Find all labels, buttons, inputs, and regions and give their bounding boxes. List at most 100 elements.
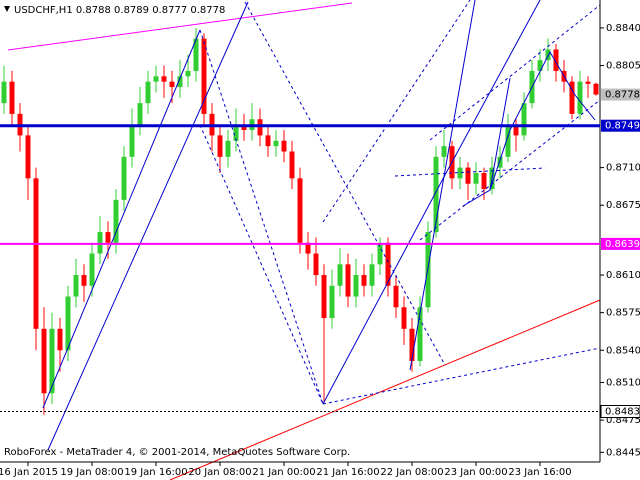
candle-body — [225, 140, 231, 157]
price-label-box — [601, 119, 640, 132]
trend-line — [47, 1, 249, 451]
wave-path — [462, 50, 596, 207]
price-label: 0.8749 — [605, 121, 640, 132]
y-tick-label: 0.8610 — [606, 270, 640, 281]
candle-body — [265, 135, 271, 147]
price-label-box — [600, 405, 640, 419]
price-label: 0.8778 — [605, 90, 640, 101]
candle-body — [345, 264, 351, 297]
price-label: 0.8639 — [605, 239, 640, 250]
wave-line — [394, 167, 546, 177]
candle-body — [553, 49, 559, 71]
candle-body — [193, 38, 199, 71]
candle-body — [537, 60, 543, 71]
wave-line — [322, 0, 471, 223]
candle-body — [145, 81, 151, 104]
trend-line — [169, 299, 601, 480]
candle-body — [241, 124, 247, 131]
wave-line — [199, 124, 324, 405]
x-tick-label: 21 Jan 00:00 — [252, 467, 315, 478]
trend-line — [489, 77, 511, 191]
candle-body — [33, 178, 39, 329]
candle-body — [201, 38, 207, 114]
y-tick-label: 0.8445 — [606, 447, 640, 458]
y-tick-label: 0.8840 — [606, 23, 640, 34]
candle-body — [353, 275, 359, 297]
chart-title: USDCHF,H1 0.8788 0.8789 0.8777 0.8778 — [14, 5, 225, 16]
candle-body — [49, 328, 55, 394]
candle-body — [361, 275, 367, 286]
candle-body — [497, 156, 503, 168]
candle-body — [169, 81, 175, 88]
candle-body — [97, 232, 103, 254]
analysis-drawings — [7, 0, 601, 480]
candle-body — [161, 76, 167, 82]
candle-body — [393, 285, 399, 308]
price-label-box — [601, 88, 640, 101]
candle-body — [1, 81, 7, 104]
candle-body — [377, 242, 383, 265]
y-tick-label: 0.8475 — [606, 415, 640, 426]
candle-body — [41, 328, 47, 394]
candle-body — [25, 135, 31, 179]
candle-body — [289, 151, 295, 179]
candle-body — [441, 146, 447, 157]
y-tick-label: 0.8575 — [606, 308, 640, 319]
candle-body — [545, 49, 551, 61]
candle-body — [73, 275, 79, 297]
price-label-box — [601, 237, 640, 250]
candle-body — [577, 81, 583, 114]
candle-body — [257, 119, 263, 136]
trend-line — [42, 29, 201, 409]
candle-body — [593, 83, 599, 95]
candle-body — [129, 124, 135, 157]
trend-line — [7, 2, 353, 51]
candle-body — [505, 124, 511, 157]
symbol-icon — [4, 6, 10, 12]
candle-body — [89, 253, 95, 286]
footer-text: RoboForex - MetaTrader 4, © 2001-2014, M… — [4, 447, 350, 458]
candle-body — [457, 167, 463, 179]
wave-line — [322, 347, 601, 405]
candle-body — [473, 172, 479, 184]
candle-body — [513, 124, 519, 136]
candle-body — [569, 81, 575, 114]
y-tick-label: 0.8675 — [606, 200, 640, 211]
y-tick-label: 0.8805 — [606, 61, 640, 72]
candle-body — [481, 172, 487, 190]
candle-body — [465, 167, 471, 184]
candle-body — [137, 103, 143, 125]
candle-body — [153, 76, 159, 82]
candle-body — [409, 328, 415, 362]
y-tick-label: 0.8710 — [606, 163, 640, 174]
candle-body — [337, 264, 343, 286]
candle-body — [121, 156, 127, 200]
candle-body — [585, 81, 591, 84]
candle-body — [433, 156, 439, 233]
candle-body — [65, 296, 71, 351]
candle-body — [329, 285, 335, 319]
candle-body — [313, 253, 319, 276]
candle-body — [113, 199, 119, 243]
candle-body — [369, 264, 375, 286]
x-tick-label: 21 Jan 16:00 — [316, 467, 379, 478]
x-tick-label: 23 Jan 16:00 — [508, 467, 571, 478]
x-tick-label: 20 Jan 08:00 — [188, 467, 251, 478]
candle-body — [401, 307, 407, 329]
trend-line — [444, 0, 541, 176]
candle-body — [297, 178, 303, 243]
candle-body — [385, 242, 391, 286]
candle-body — [9, 81, 15, 114]
trend-line — [322, 174, 446, 405]
candle-body — [105, 232, 111, 243]
candle-body — [281, 140, 287, 152]
x-tick-label: 23 Jan 00:00 — [444, 467, 507, 478]
candle-body — [57, 328, 63, 351]
y-tick-label: 0.8540 — [606, 345, 640, 356]
price-label: 0.8483 — [605, 407, 640, 418]
y-tick-label: 0.8510 — [606, 377, 640, 388]
trend-line — [409, 0, 476, 371]
